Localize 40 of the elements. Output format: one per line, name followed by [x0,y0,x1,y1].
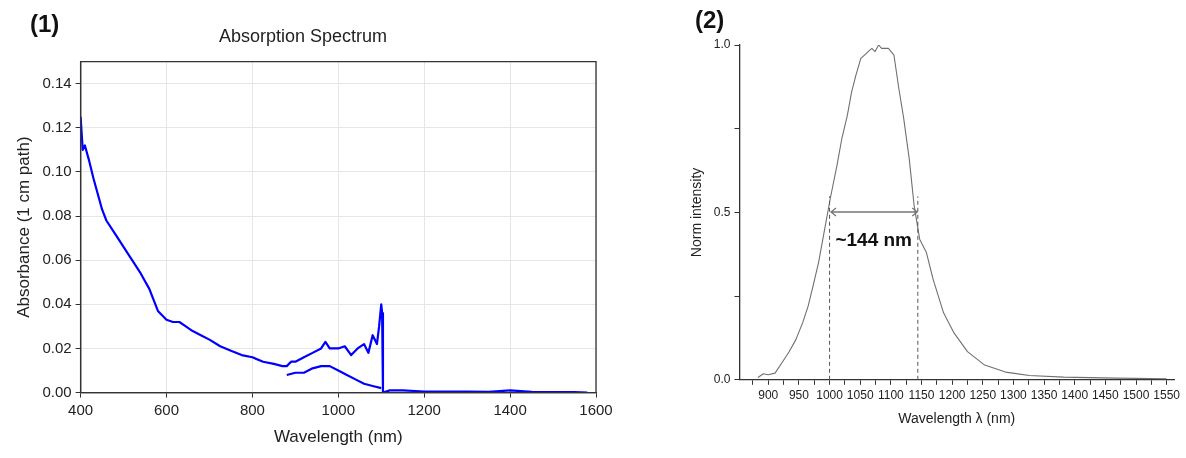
y-tick-label: 0.10 [42,162,72,180]
y-tick-label: 0.02 [42,338,72,356]
x-tick-label: 1600 [579,400,613,418]
x-tick-label: 1250 [969,388,997,403]
x-tick-label: 1000 [816,388,844,403]
x-tick-label: 1500 [1122,388,1150,403]
x-tick-label: 1000 [321,400,355,418]
x-tick-label: 1100 [877,388,905,403]
x-axis-title: Wavelength λ (nm) [898,410,1016,427]
y-tick-label: 0.00 [42,382,72,400]
x-tick-label: 1550 [1153,388,1181,403]
chart-title: Absorption Spectrum [218,25,388,46]
x-tick-label: 1200 [407,400,441,418]
y-tick-label: 0.12 [42,117,72,135]
y-axis-title: Absorbance (1 cm path) [13,136,33,318]
text: (1) [30,10,60,38]
x-tick-label: 1150 [908,388,935,403]
x-tick-label: 1400 [1061,388,1089,403]
x-tick-label: 400 [68,400,94,418]
x-tick-label: 1450 [1092,388,1120,403]
x-tick-label: 1350 [1030,388,1058,403]
x-tick-label: 950 [788,388,810,403]
x-tick-label: 800 [239,400,265,418]
y-tick-label: 0.14 [42,73,72,91]
y-tick-label: 0.06 [42,250,72,268]
annotation: ~144 nm [835,228,912,250]
y-tick-label: 0.04 [42,294,72,312]
x-tick-label: 900 [758,388,779,403]
x-tick-label: 1300 [1000,388,1028,403]
y-tick-label: 0.0 [713,372,731,387]
y-axis-title: Norm intensity [688,167,705,258]
y-tick-label: 0.08 [42,206,72,224]
x-tick-label: 1400 [493,400,527,418]
x-tick-label: 1200 [938,388,966,403]
y-tick-label: 1.0 [713,37,731,52]
x-tick-label: 1050 [846,388,874,403]
y-tick-label: 0.5 [713,204,731,219]
x-axis-title: Wavelength (nm) [273,427,403,447]
text: (2) [695,6,725,34]
x-tick-label: 600 [153,400,180,418]
